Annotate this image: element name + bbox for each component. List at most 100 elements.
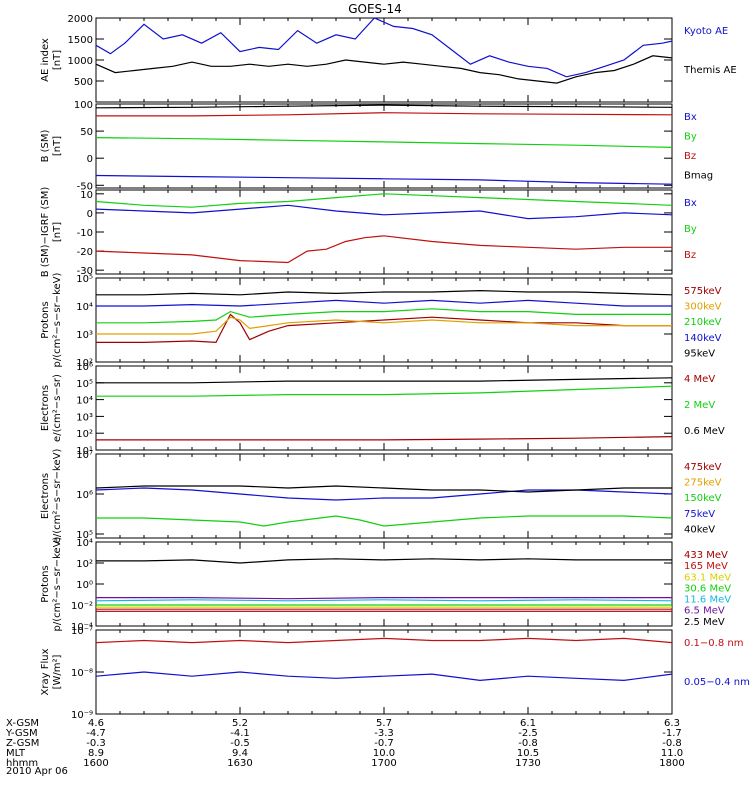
y-tick-label: 1000 (68, 56, 93, 67)
legend-label: 575keV (684, 286, 722, 297)
panel-3: -30 -20 -10 0 10 B (SM)−IGRF (SM) [nT] Bx By Bz (40, 187, 697, 278)
series-line-95kev (96, 289, 672, 296)
series-line-0-6-mev (96, 377, 672, 384)
series-line-140kev (96, 299, 672, 307)
series-line-11-6-mev (96, 599, 672, 602)
x-axis-value: -1.7 (662, 728, 682, 739)
x-axis-value: 4.6 (88, 718, 104, 729)
y-axis-unit: e/(cm²−s−sr) (52, 374, 63, 442)
x-axis-value: 6.1 (520, 718, 536, 729)
legend-label: 95keV (684, 348, 715, 359)
series-line-themis-ae (96, 55, 672, 84)
y-tick-label: 10⁴ (76, 396, 93, 407)
legend-label: 0.1−0.8 nm (684, 638, 743, 649)
y-axis-unit: [W/m²] (52, 654, 63, 689)
y-tick-label: 10⁻⁴ (71, 622, 93, 633)
y-tick-label: 1500 (68, 35, 93, 46)
legend-label: 150keV (684, 493, 722, 504)
y-tick-label: 10⁴ (76, 538, 93, 549)
y-tick-label: 10⁴ (76, 302, 93, 313)
panel-5: 10¹ 10² 10³ 10⁴ 10⁵ 10⁶ Electrons e/(cm²−s−sr) 4… (40, 362, 725, 457)
x-axis-value: 1700 (371, 758, 396, 769)
y-tick-label: 100 (74, 100, 93, 111)
series-line-by (96, 137, 672, 148)
series-line-by (96, 193, 672, 208)
legend-label: 75keV (684, 509, 715, 520)
series-line-6-5-mev (96, 596, 672, 600)
legend-label: 0.6 MeV (684, 426, 725, 437)
date-label: 2010 Apr 06 (6, 766, 68, 777)
x-axis-value: -2.5 (518, 728, 538, 739)
y-axis-unit: [nT] (52, 50, 63, 70)
legend-label: 6.5 MeV (684, 606, 725, 617)
x-axis-value: -0.8 (662, 738, 682, 749)
y-axis-label: Xray Flux (40, 648, 51, 695)
legend-label: 4 MeV (684, 374, 715, 385)
y-axis-unit: p/(cm²−s−sr−keV) (52, 536, 63, 631)
legend-label: Bx (684, 112, 697, 123)
legend-label: 140keV (684, 333, 722, 344)
y-axis-label: AE index (40, 38, 51, 82)
legend-label: By (684, 132, 697, 143)
panel-1: 500 1000 1500 2000 AE index [nT] Kyoto AE Themi… (40, 14, 737, 103)
series-line-bz (96, 112, 672, 117)
y-axis-label: B (SM) (40, 129, 51, 162)
y-tick-label: 10¹ (76, 446, 93, 457)
y-axis-label: Electrons (40, 473, 51, 519)
panel-2: -50 0 50 100 B (SM) [nT] Bx By Bz Bmag (40, 100, 713, 192)
y-tick-label: 10⁶ (76, 362, 93, 373)
series-line-575kev (96, 313, 672, 344)
y-tick-label: 10⁶ (76, 490, 93, 501)
series-line-kyoto-ae (96, 18, 672, 78)
x-axis-value: 5.2 (232, 718, 248, 729)
y-tick-label: 0 (87, 154, 93, 165)
x-axis-value: 6.3 (664, 718, 680, 729)
y-tick-label: 10⁻⁸ (71, 668, 93, 679)
x-axis-row-label: X-GSM (6, 718, 39, 729)
y-tick-label: -30 (77, 266, 93, 277)
y-tick-label: 2000 (68, 14, 93, 25)
panel-frame (95, 189, 673, 275)
series-line-0-1-0-8-nm (96, 637, 672, 644)
series-line-0-05-0-4-nm (96, 671, 672, 682)
x-axis-row-label: Y-GSM (5, 728, 38, 739)
x-axis-value: -0.7 (374, 738, 394, 749)
y-axis-unit: e/(cm²−s−sr−keV) (52, 449, 63, 544)
series-line-300kev (96, 316, 672, 335)
y-axis-label: Protons (40, 565, 51, 602)
x-axis-value: -0.3 (86, 738, 106, 749)
series-line-4-mev (96, 436, 672, 441)
legend-label: Kyoto AE (684, 26, 728, 37)
x-axis-value: 5.7 (376, 718, 392, 729)
y-axis-label: B (SM)−IGRF (SM) (40, 187, 51, 278)
y-tick-label: 10 (80, 190, 93, 201)
x-axis-value: -0.8 (518, 738, 538, 749)
legend-label: 300keV (684, 302, 722, 313)
y-tick-label: 50 (80, 127, 93, 138)
legend-label: By (684, 224, 697, 235)
x-axis-row-label: hhmm (6, 758, 38, 769)
panel-frame (95, 541, 673, 627)
panel-frame (95, 17, 673, 103)
x-axis-value: -0.5 (230, 738, 250, 749)
y-tick-label: 500 (74, 77, 93, 88)
series-line-2-5-mev (96, 558, 672, 564)
y-axis-unit: p/(cm²−s−sr−keV) (52, 272, 63, 367)
series-line-40kev (96, 485, 672, 493)
legend-label: 475keV (684, 462, 722, 473)
series-line-bz (96, 235, 672, 264)
y-tick-label: 10⁻⁹ (71, 710, 93, 721)
x-axis-value: 1730 (515, 758, 540, 769)
panel-8: 10⁻⁹ 10⁻⁸ 10⁻⁷ Xray Flux [W/m²] 0.1−0.8 nm 0.0… (40, 626, 750, 721)
legend-label: Themis AE (683, 65, 737, 76)
legend-label: 433 MeV (684, 550, 728, 561)
y-tick-label: 10³ (76, 330, 93, 341)
x-axis-value: 1630 (227, 758, 252, 769)
legend-label: Bz (684, 151, 696, 162)
y-axis-label: Electrons (40, 385, 51, 431)
y-tick-label: 10⁰ (76, 580, 93, 591)
panel-frame (95, 365, 673, 451)
panel-7: 10⁻⁴ 10⁻² 10⁰ 10² 10⁴ Protons p/(cm²−s−sr−keV)… (40, 536, 731, 633)
series-line-150kev (96, 515, 672, 527)
